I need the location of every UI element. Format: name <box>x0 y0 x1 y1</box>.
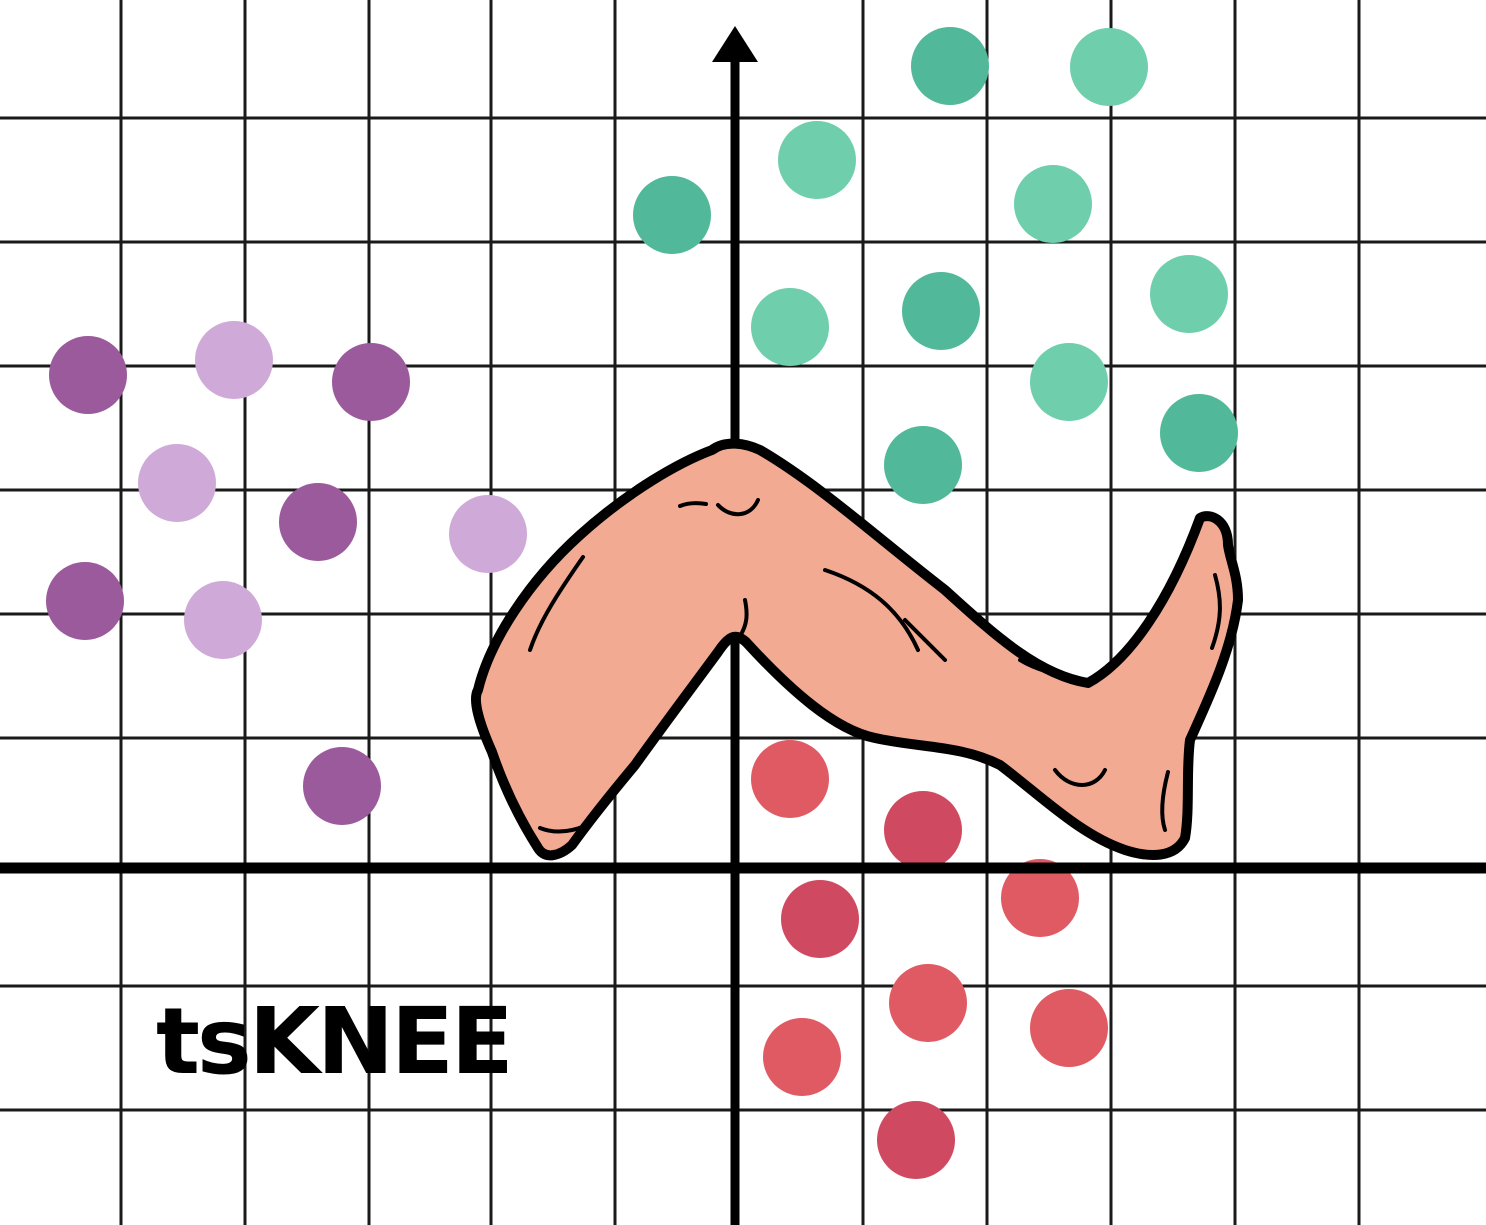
cluster-green-dot <box>1030 343 1108 421</box>
cluster-purple-dot <box>138 444 216 522</box>
cluster-green-dot <box>751 288 829 366</box>
axes <box>0 26 1486 1225</box>
cluster-purple-dot <box>184 581 262 659</box>
cluster-red-dot <box>877 1101 955 1179</box>
y-axis-arrowhead <box>712 26 758 62</box>
cluster-green-dot <box>1160 394 1238 472</box>
calf-muscle-line-2 <box>903 618 947 662</box>
cluster-red-dot <box>1001 859 1079 937</box>
knee-crease <box>716 498 760 517</box>
leg-outline <box>470 438 1243 861</box>
cluster-purple-dot <box>303 747 381 825</box>
logo-text: tsKNEE <box>156 988 514 1095</box>
heel-line <box>1160 770 1170 832</box>
cluster-purple-dot <box>195 321 273 399</box>
cluster-green-dot <box>633 176 711 254</box>
knee-back-line <box>738 598 749 638</box>
cluster-red-dot <box>889 964 967 1042</box>
cluster-green-dot <box>884 426 962 504</box>
cluster-purple-dot <box>46 562 124 640</box>
cluster-red-dot <box>884 791 962 869</box>
cluster-green-dot <box>1070 28 1148 106</box>
foot-sole-line <box>538 824 587 834</box>
toe-line <box>1210 573 1222 650</box>
cluster-red-dot <box>1030 989 1108 1067</box>
cluster-purple <box>46 321 527 825</box>
shin-line <box>1018 658 1087 682</box>
cluster-green <box>633 27 1238 504</box>
cluster-red-dot <box>781 880 859 958</box>
cluster-purple-dot <box>49 336 127 414</box>
cluster-purple-dot <box>449 495 527 573</box>
cluster-red <box>751 740 1108 1179</box>
knee-line <box>678 501 708 508</box>
cluster-green-dot <box>778 121 856 199</box>
calf-muscle-line <box>823 568 920 652</box>
ankle-line <box>1053 768 1107 787</box>
cluster-red-dot <box>751 740 829 818</box>
cluster-green-dot <box>1014 165 1092 243</box>
cluster-purple-dot <box>279 483 357 561</box>
cluster-green-dot <box>1150 255 1228 333</box>
leg-illustration <box>470 438 1243 861</box>
cluster-red-dot <box>763 1018 841 1096</box>
cluster-green-dot <box>902 272 980 350</box>
thigh-muscle-line <box>528 555 585 652</box>
scatter-clusters <box>46 27 1238 1179</box>
cluster-green-dot <box>911 27 989 105</box>
cluster-purple-dot <box>332 343 410 421</box>
